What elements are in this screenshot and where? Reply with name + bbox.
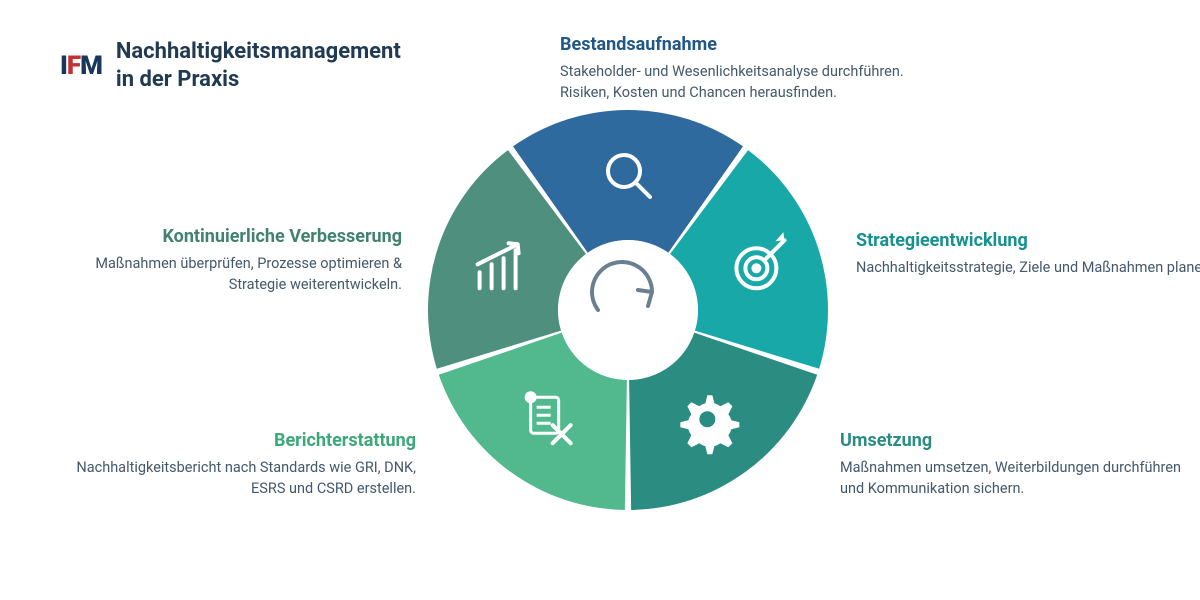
segment-text-verbesserung: Kontinuierliche Verbesserung Maßnahmen üb… bbox=[42, 226, 402, 295]
segment-body: Nachhaltigkeitsbericht nach Standards wi… bbox=[56, 457, 416, 499]
segment-text-umsetzung: Umsetzung Maßnahmen umsetzen, Weiterbildu… bbox=[840, 430, 1200, 499]
segment-heading: Strategieentwicklung bbox=[856, 230, 1200, 251]
header-logo-block: IFM Nachhaltigkeitsmanagementin der Prax… bbox=[60, 38, 401, 93]
segment-body: Stakeholder- und Wesenlichkeitsanalyse d… bbox=[560, 61, 920, 103]
segment-heading: Kontinuierliche Verbesserung bbox=[42, 226, 402, 247]
segment-body: Maßnahmen umsetzen, Weiterbildungen durc… bbox=[840, 457, 1200, 499]
page-title: Nachhaltigkeitsmanagementin der Praxis bbox=[116, 38, 401, 93]
segment-text-bestandsaufnahme: Bestandsaufnahme Stakeholder- und Wesenli… bbox=[560, 34, 920, 103]
segment-heading: Berichterstattung bbox=[56, 430, 416, 451]
process-wheel bbox=[418, 100, 838, 520]
segment-body: Nachhaltigkeitsstrategie, Ziele und Maßn… bbox=[856, 257, 1200, 278]
logo-letter-m: M bbox=[80, 51, 102, 81]
logo-letter-i: I bbox=[60, 51, 67, 81]
segment-heading: Bestandsaufnahme bbox=[560, 34, 920, 55]
logo-mark: IFM bbox=[60, 53, 102, 79]
segment-text-strategie: Strategieentwicklung Nachhaltigkeitsstrat… bbox=[856, 230, 1200, 278]
logo-letter-f: F bbox=[67, 51, 80, 81]
segment-heading: Umsetzung bbox=[840, 430, 1200, 451]
segment-body: Maßnahmen überprüfen, Prozesse optimiere… bbox=[42, 253, 402, 295]
segment-text-bericht: Berichterstattung Nachhaltigkeitsbericht … bbox=[56, 430, 416, 499]
